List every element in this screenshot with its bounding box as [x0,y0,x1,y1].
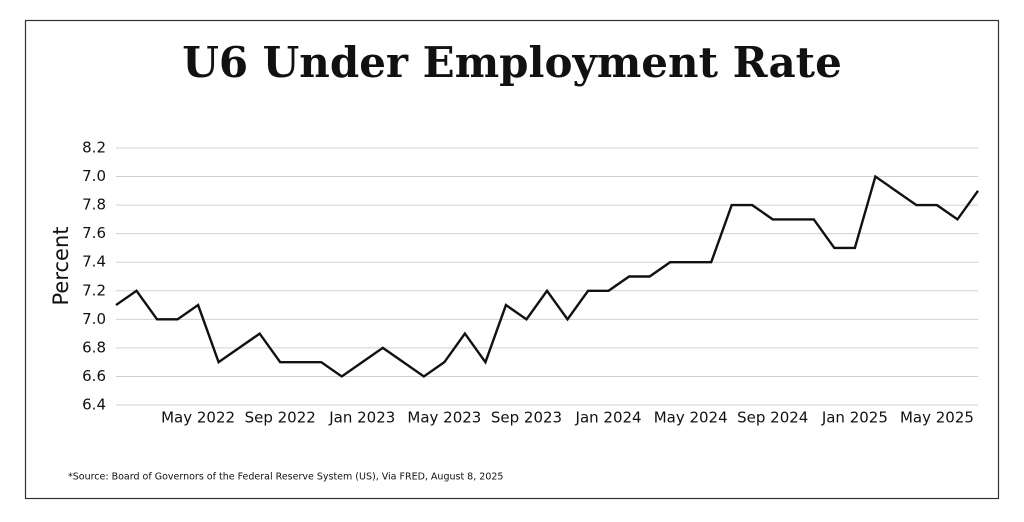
x-tick-label: Jan 2025 [821,409,888,427]
y-tick-label: 7.2 [82,281,106,299]
y-tick-label: 7.0 [82,310,106,328]
x-tick-label: Jan 2023 [328,409,395,427]
x-tick-label: May 2025 [900,409,974,427]
chart-title: U6 Under Employment Rate [182,38,842,87]
x-tick-label: Jan 2024 [575,409,642,427]
y-tick-label: 8.2 [82,139,106,157]
y-tick-label: 7.8 [82,196,106,214]
y-tick-label: 7.6 [82,224,106,242]
y-tick-label: 6.8 [82,338,106,356]
x-tick-label: Sep 2023 [491,409,562,427]
data-line [115,174,979,378]
x-tick-label: Sep 2024 [737,409,808,427]
frame [24,19,1000,500]
x-tick-label: May 2024 [654,409,728,427]
y-tick-label: 6.4 [82,396,106,414]
source-note: *Source: Board of Governors of the Feder… [68,472,503,483]
y-axis-label: Percent [49,226,73,305]
x-tick-label: May 2023 [407,409,481,427]
y-tick-label: 7.4 [82,253,106,271]
x-tick-label: May 2022 [161,409,235,427]
y-tick-label: 7.0 [82,167,106,185]
x-tick-label: Sep 2022 [245,409,316,427]
y-tick-label: 6.6 [82,367,106,385]
